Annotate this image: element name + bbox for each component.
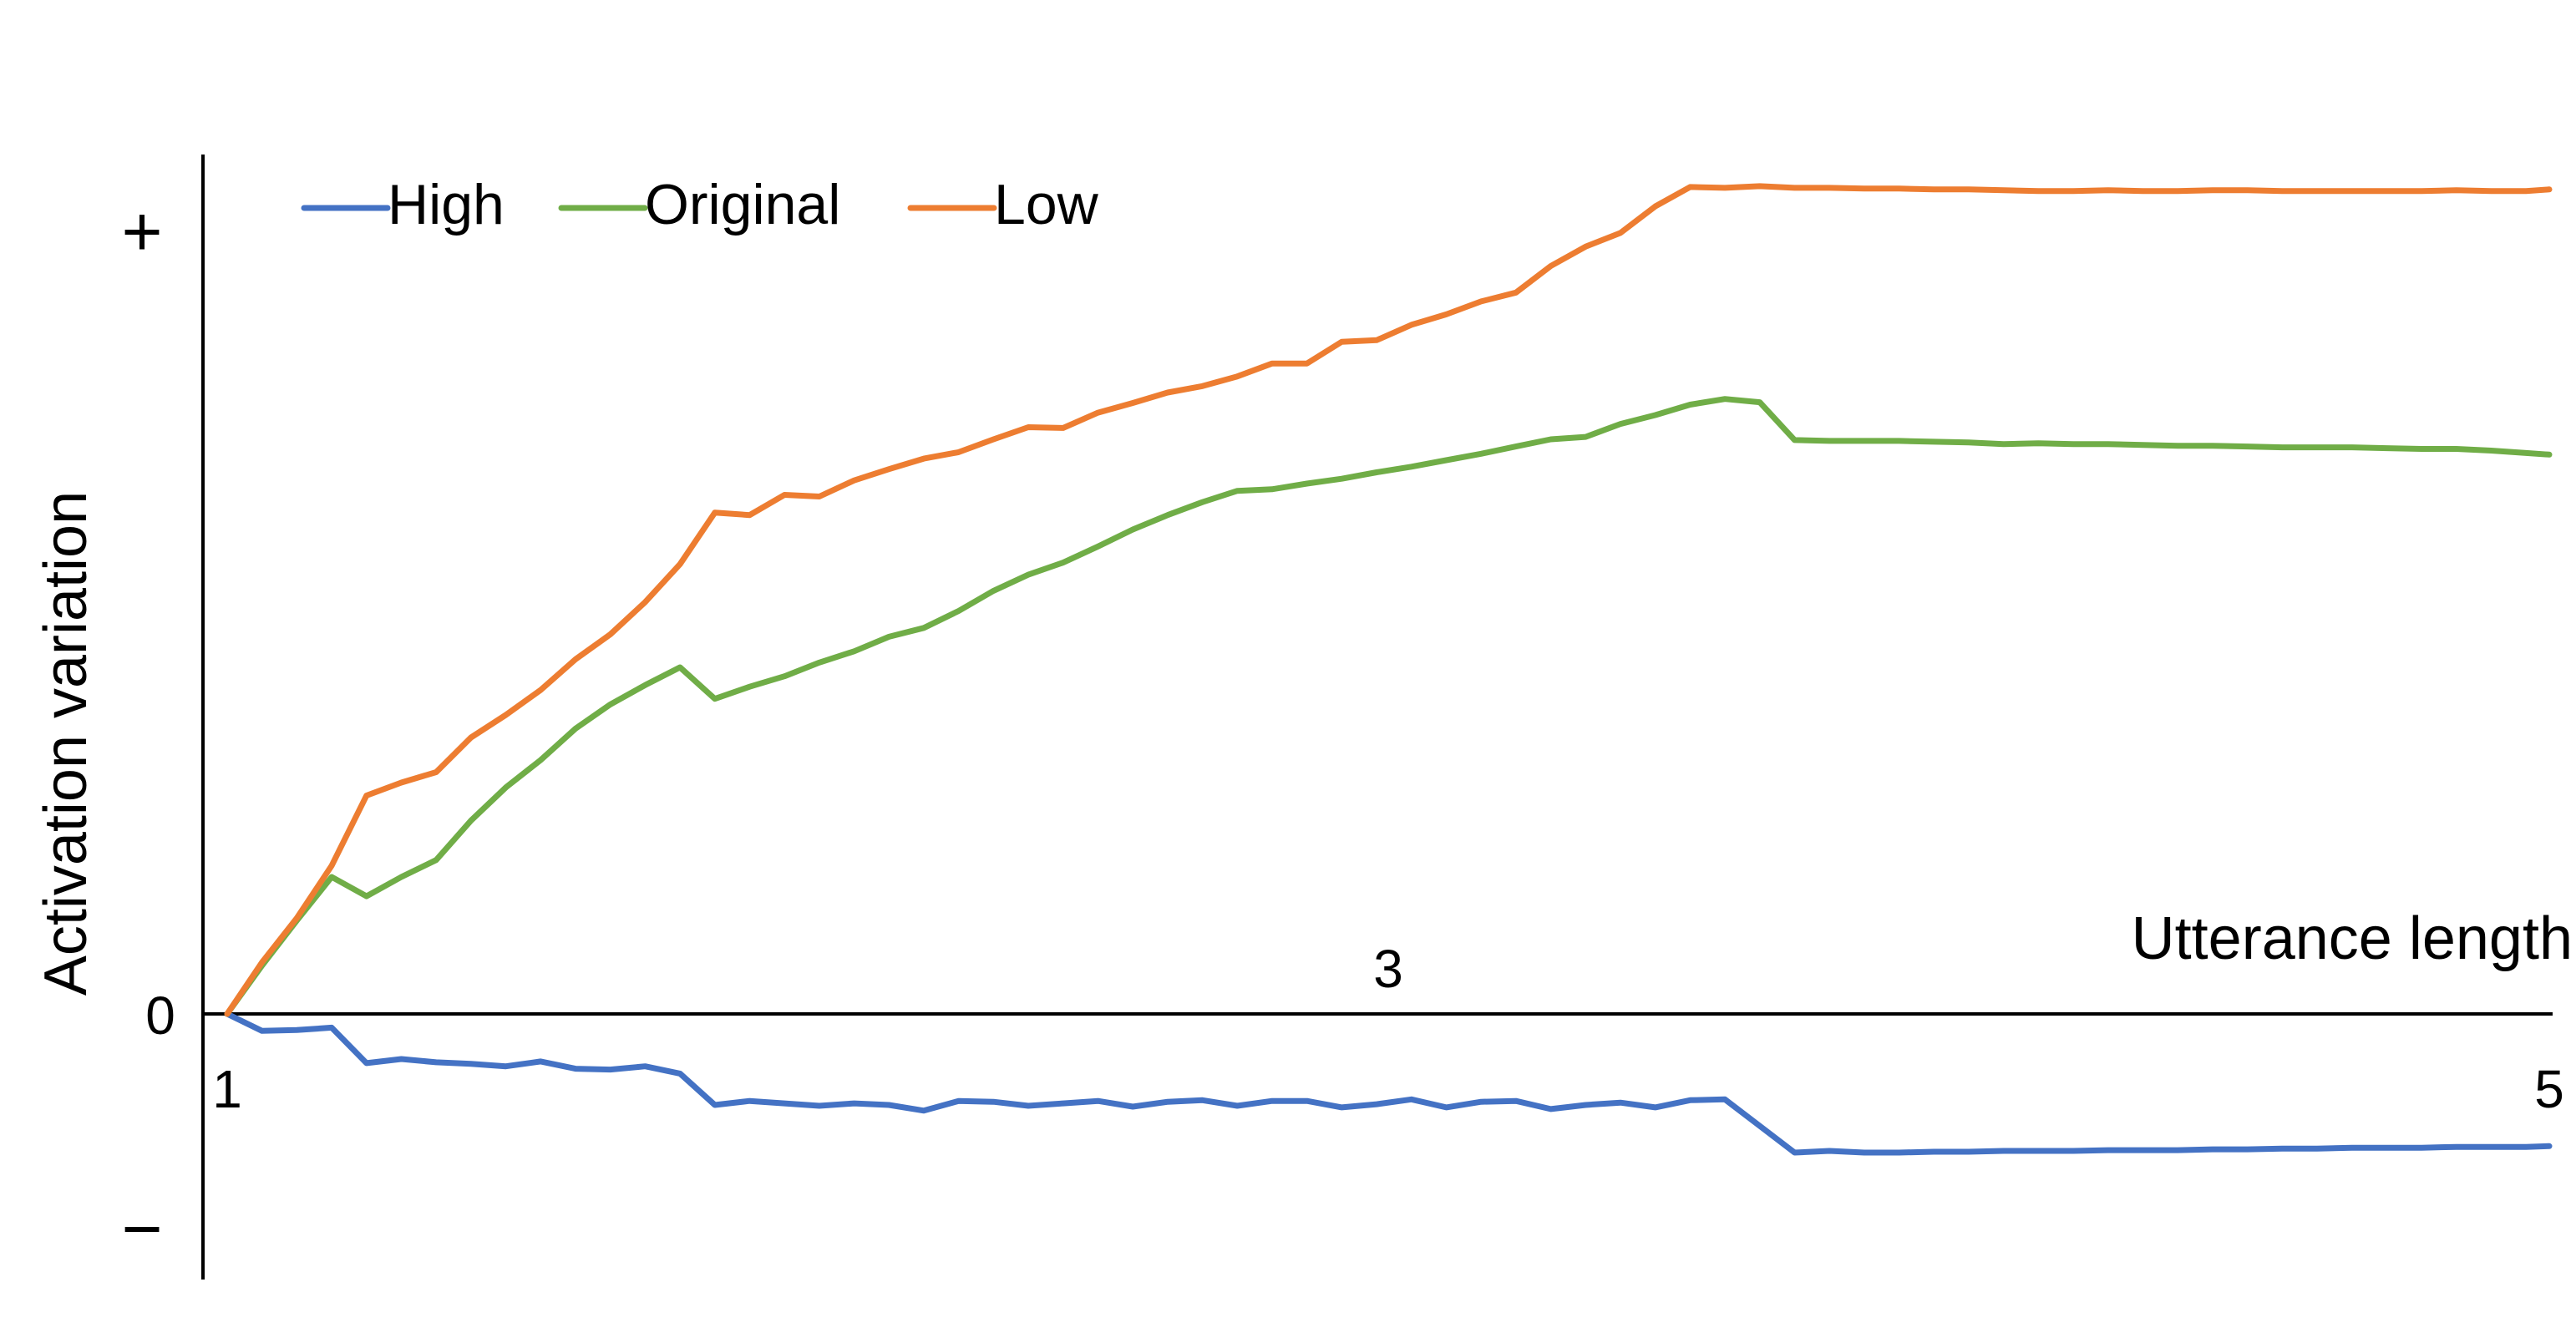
y-tick-label-minus: − <box>121 1189 162 1268</box>
y-axis-title: Activation variation <box>33 491 99 996</box>
x-axis-title: Utterance length <box>2132 905 2573 972</box>
x-tick-label-1: 1 <box>212 1059 242 1119</box>
series-line-low <box>224 183 2553 1017</box>
legend: High Original Low <box>301 173 1099 236</box>
x-tick-label-5: 5 <box>2534 1059 2564 1119</box>
legend-label-low: Low <box>994 173 1099 236</box>
x-tick-label-3: 3 <box>1373 939 1403 999</box>
legend-label-original: Original <box>645 173 840 236</box>
series-line-original <box>224 396 2553 1017</box>
series-line-high <box>224 1011 2553 1156</box>
y-tick-label-plus: + <box>121 192 162 271</box>
y-tick-label-zero: 0 <box>145 986 175 1046</box>
legend-label-high: High <box>388 173 505 236</box>
series-group <box>224 183 2553 1156</box>
